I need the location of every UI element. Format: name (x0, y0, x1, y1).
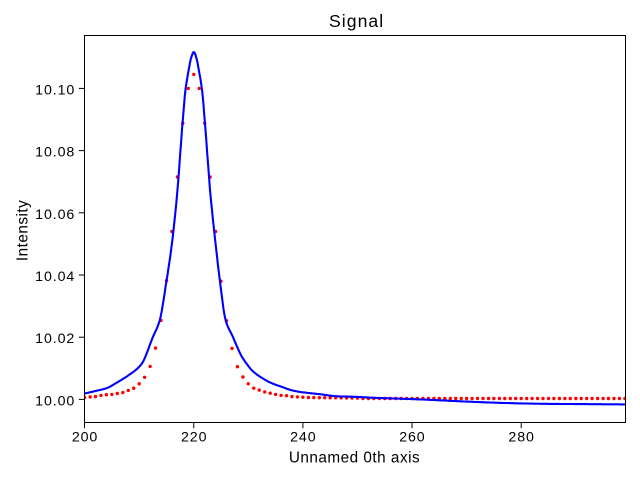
svg-text:10.06: 10.06 (35, 207, 75, 223)
svg-text:10.08: 10.08 (35, 145, 75, 161)
svg-text:Signal: Signal (329, 11, 384, 31)
svg-text:240: 240 (290, 430, 316, 446)
svg-text:10.04: 10.04 (35, 269, 75, 285)
svg-text:10.10: 10.10 (35, 82, 75, 98)
svg-text:200: 200 (72, 430, 98, 446)
svg-text:Unnamed 0th axis: Unnamed 0th axis (289, 449, 420, 466)
svg-text:10.02: 10.02 (35, 331, 75, 347)
svg-text:220: 220 (181, 430, 207, 446)
svg-text:Intensity: Intensity (15, 200, 32, 261)
svg-text:280: 280 (508, 430, 534, 446)
svg-text:260: 260 (399, 430, 425, 446)
svg-text:10.00: 10.00 (35, 393, 75, 409)
